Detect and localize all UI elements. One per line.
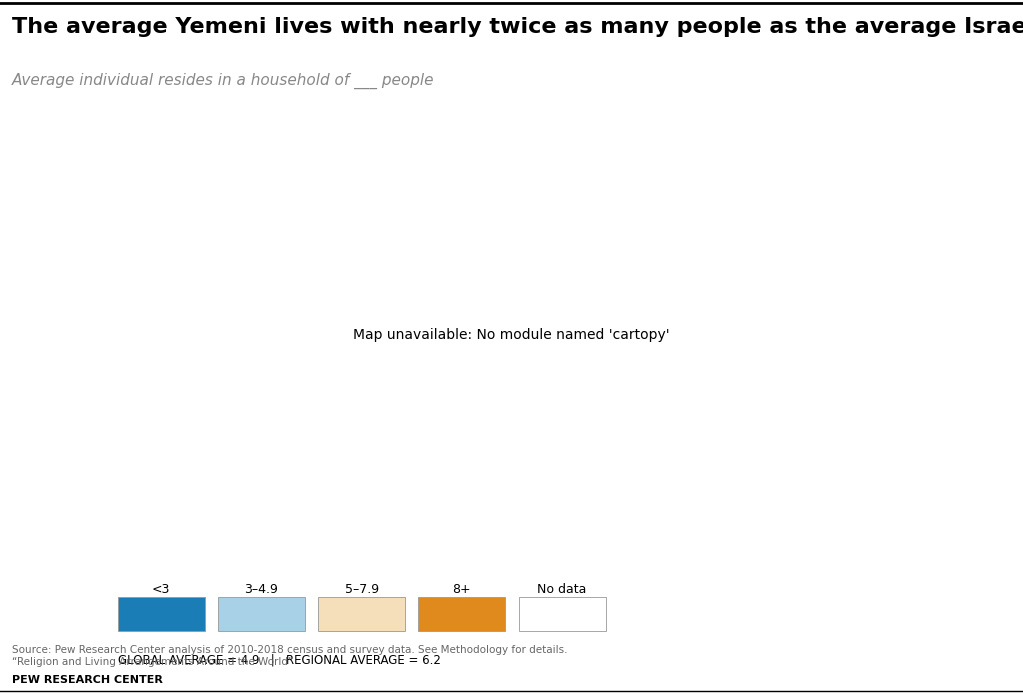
Text: 5–7.9: 5–7.9: [345, 583, 379, 596]
Text: 8+: 8+: [452, 583, 472, 596]
Text: GLOBAL AVERAGE = 4.9   |   REGIONAL AVERAGE = 6.2: GLOBAL AVERAGE = 4.9 | REGIONAL AVERAGE …: [118, 653, 441, 666]
Text: <3: <3: [152, 583, 170, 596]
Text: PEW RESEARCH CENTER: PEW RESEARCH CENTER: [12, 675, 163, 684]
Text: No data: No data: [537, 583, 587, 596]
Text: Source: Pew Research Center analysis of 2010-2018 census and survey data. See Me: Source: Pew Research Center analysis of …: [12, 645, 568, 654]
Text: 3–4.9: 3–4.9: [244, 583, 278, 596]
Text: “Religion and Living Arrangements Around the World”: “Religion and Living Arrangements Around…: [12, 657, 294, 667]
Text: The average Yemeni lives with nearly twice as many people as the average Israeli: The average Yemeni lives with nearly twi…: [12, 17, 1023, 38]
Text: Average individual resides in a household of ___ people: Average individual resides in a househol…: [12, 73, 435, 89]
Text: Map unavailable: No module named 'cartopy': Map unavailable: No module named 'cartop…: [353, 328, 670, 342]
